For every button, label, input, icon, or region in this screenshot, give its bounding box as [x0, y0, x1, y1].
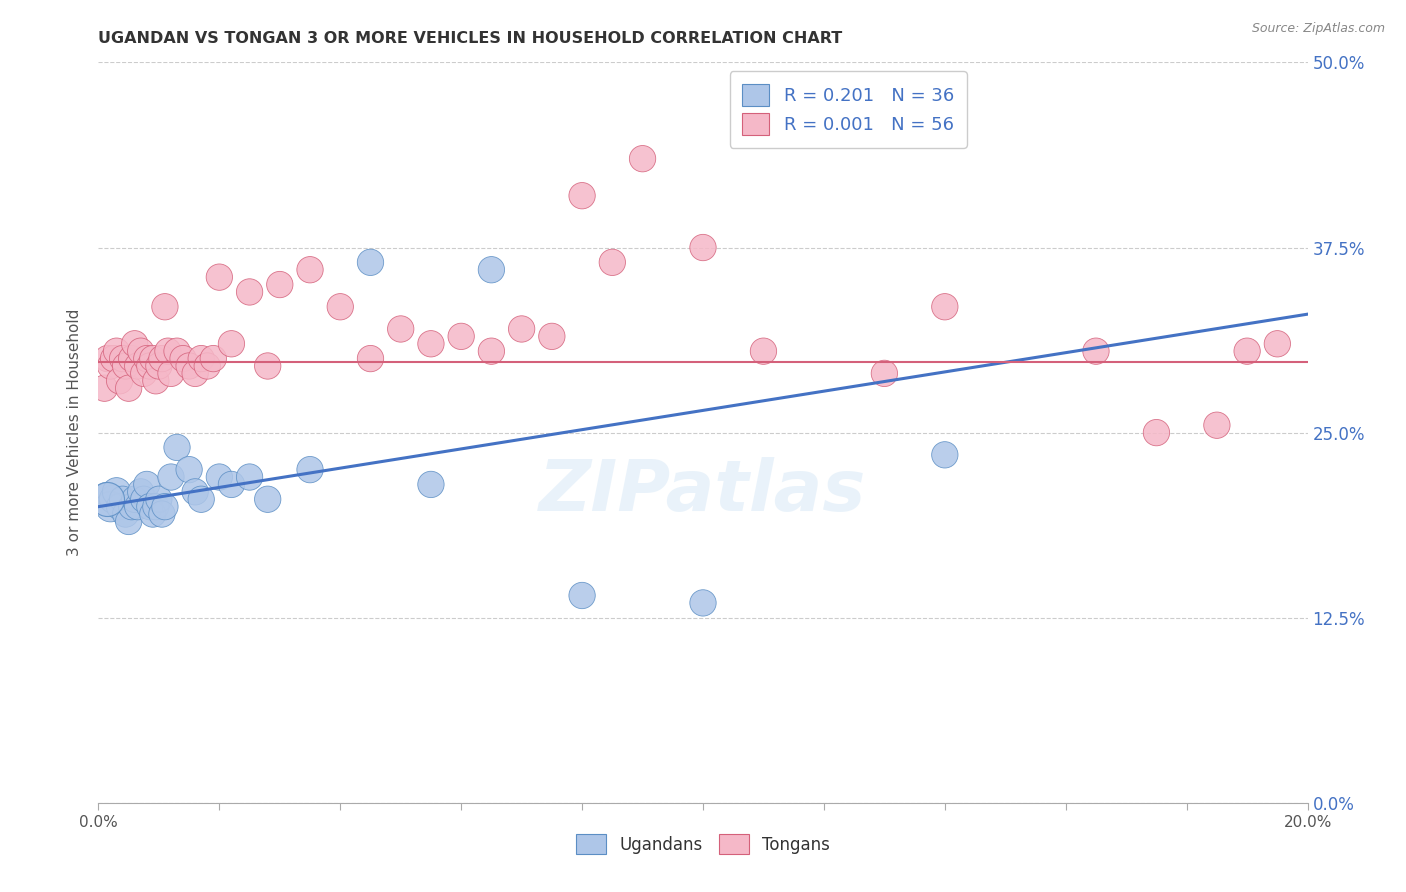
- Point: [96, 492, 118, 507]
- Point: [510, 322, 533, 336]
- Point: [100, 500, 122, 514]
- Point: [129, 344, 152, 359]
- Point: [129, 484, 152, 499]
- Point: [1267, 336, 1289, 351]
- Point: [132, 492, 155, 507]
- Point: [360, 255, 382, 269]
- Point: [121, 500, 143, 514]
- Point: [934, 300, 956, 314]
- Point: [221, 336, 243, 351]
- Point: [96, 492, 118, 507]
- Point: [160, 367, 183, 381]
- Point: [540, 329, 562, 343]
- Point: [256, 359, 278, 373]
- Point: [602, 255, 624, 269]
- Point: [179, 462, 201, 476]
- Point: [127, 359, 149, 373]
- Point: [934, 448, 956, 462]
- Point: [1236, 344, 1258, 359]
- Point: [148, 492, 170, 507]
- Point: [1085, 344, 1108, 359]
- Point: [135, 351, 157, 366]
- Point: [105, 344, 128, 359]
- Point: [124, 336, 146, 351]
- Point: [142, 507, 165, 521]
- Point: [111, 351, 134, 366]
- Point: [111, 492, 134, 507]
- Point: [752, 344, 775, 359]
- Point: [221, 477, 243, 491]
- Point: [150, 507, 173, 521]
- Point: [118, 515, 141, 529]
- Point: [118, 381, 141, 395]
- Point: [153, 300, 176, 314]
- Point: [239, 285, 262, 299]
- Point: [420, 336, 443, 351]
- Point: [195, 359, 218, 373]
- Point: [299, 462, 322, 476]
- Point: [420, 477, 443, 491]
- Point: [139, 359, 162, 373]
- Point: [873, 367, 896, 381]
- Point: [96, 351, 118, 366]
- Text: ZIPatlas: ZIPatlas: [540, 458, 866, 526]
- Point: [299, 262, 322, 277]
- Point: [105, 484, 128, 499]
- Point: [202, 351, 225, 366]
- Point: [93, 381, 115, 395]
- Point: [150, 351, 173, 366]
- Point: [135, 477, 157, 491]
- Point: [103, 492, 125, 507]
- Point: [208, 470, 231, 484]
- Point: [692, 596, 714, 610]
- Legend: Ugandans, Tongans: Ugandans, Tongans: [569, 828, 837, 861]
- Point: [139, 500, 162, 514]
- Point: [160, 470, 183, 484]
- Point: [631, 152, 654, 166]
- Point: [121, 351, 143, 366]
- Point: [156, 344, 179, 359]
- Point: [142, 351, 165, 366]
- Point: [103, 351, 125, 366]
- Point: [329, 300, 352, 314]
- Point: [389, 322, 412, 336]
- Point: [190, 492, 212, 507]
- Point: [184, 367, 207, 381]
- Point: [239, 470, 262, 484]
- Point: [108, 500, 131, 514]
- Text: UGANDAN VS TONGAN 3 OR MORE VEHICLES IN HOUSEHOLD CORRELATION CHART: UGANDAN VS TONGAN 3 OR MORE VEHICLES IN …: [98, 31, 842, 46]
- Point: [172, 351, 194, 366]
- Point: [127, 500, 149, 514]
- Point: [124, 492, 146, 507]
- Point: [692, 240, 714, 255]
- Point: [1146, 425, 1168, 440]
- Point: [1206, 418, 1229, 433]
- Point: [450, 329, 472, 343]
- Point: [256, 492, 278, 507]
- Point: [166, 441, 188, 455]
- Point: [571, 188, 593, 202]
- Point: [100, 359, 122, 373]
- Point: [184, 484, 207, 499]
- Point: [114, 359, 136, 373]
- Y-axis label: 3 or more Vehicles in Household: 3 or more Vehicles in Household: [67, 309, 83, 557]
- Point: [481, 344, 503, 359]
- Point: [108, 374, 131, 388]
- Point: [481, 262, 503, 277]
- Point: [132, 367, 155, 381]
- Point: [360, 351, 382, 366]
- Point: [208, 270, 231, 285]
- Point: [269, 277, 291, 292]
- Point: [148, 359, 170, 373]
- Text: Source: ZipAtlas.com: Source: ZipAtlas.com: [1251, 22, 1385, 36]
- Point: [190, 351, 212, 366]
- Point: [153, 500, 176, 514]
- Point: [166, 344, 188, 359]
- Point: [179, 359, 201, 373]
- Point: [571, 589, 593, 603]
- Point: [145, 500, 167, 514]
- Point: [145, 374, 167, 388]
- Point: [114, 507, 136, 521]
